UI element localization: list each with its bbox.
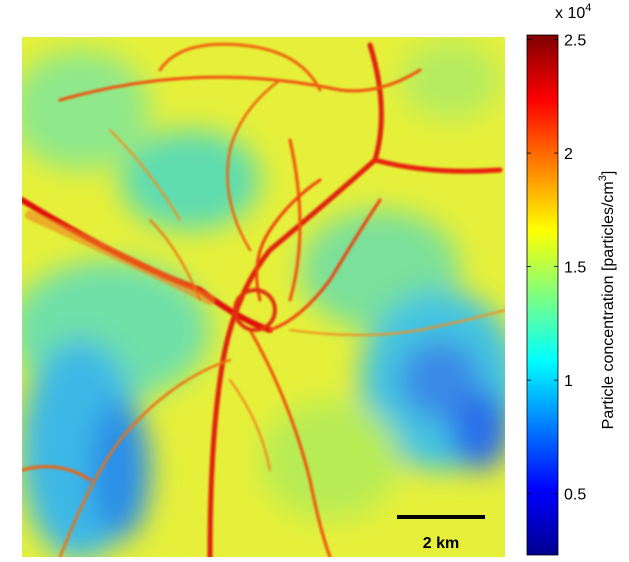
colorbar bbox=[527, 35, 558, 555]
colorbar-label: Particle concentration [particles/cm3] bbox=[597, 171, 617, 430]
scale-bar-label: 2 km bbox=[423, 535, 459, 552]
concentration-map bbox=[22, 37, 505, 557]
colorbar-tick-label: 2.5 bbox=[564, 33, 586, 50]
label-superscript: 3 bbox=[597, 175, 609, 181]
multiplier-base: x 10 bbox=[555, 5, 585, 22]
label-end: ] bbox=[600, 171, 617, 175]
colorbar-tick-label: 1.5 bbox=[564, 260, 586, 277]
colorbar-frame bbox=[526, 34, 559, 556]
multiplier-exponent: 4 bbox=[585, 2, 591, 14]
colorbar-multiplier: x 104 bbox=[555, 2, 591, 22]
colorbar-tick-label: 2 bbox=[564, 146, 573, 163]
label-main: Particle concentration [particles/cm bbox=[600, 181, 617, 429]
colorbar-tick-label: 0.5 bbox=[564, 487, 586, 504]
colorbar-tick-label: 1 bbox=[564, 373, 573, 390]
